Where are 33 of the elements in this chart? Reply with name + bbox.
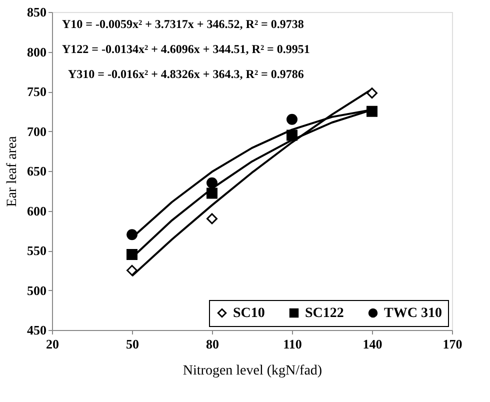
- annotation: Y310 = -0.016x² + 4.8326x + 364.3, R² = 0.9786: [68, 67, 304, 81]
- x-axis-title: Nitrogen level (kgN/fad): [182, 364, 322, 378]
- point: [206, 188, 218, 199]
- point: [286, 114, 298, 125]
- x-tick-label: 50: [126, 336, 139, 352]
- y-tick-label: 550: [27, 243, 46, 258]
- point: [126, 248, 138, 260]
- point: [126, 229, 138, 240]
- y-tick-label: 500: [27, 282, 46, 298]
- y-tick-label: 700: [27, 124, 46, 139]
- y-tick-label: 800: [27, 44, 46, 60]
- legend-label: TWC 310: [384, 306, 442, 321]
- point: [126, 264, 138, 276]
- x-tick-label: 20: [46, 336, 59, 352]
- y-tick-label: 850: [27, 4, 46, 20]
- y-tick-label: 600: [27, 203, 46, 218]
- y-tick-label: 750: [27, 84, 46, 99]
- y-tick-label: 450: [27, 322, 46, 338]
- point: [206, 213, 218, 224]
- x-tick-label: 140: [362, 336, 382, 352]
- x-tick-label: 170: [442, 336, 462, 352]
- legend-label: SC10: [233, 306, 265, 321]
- x-tick-label: 110: [283, 336, 302, 352]
- point: [286, 130, 298, 141]
- legend-label: SC122: [305, 306, 344, 321]
- point: [366, 106, 378, 117]
- annotation: Y122 = -0.0134x² + 4.6096x + 344.51, R² = 0.9951: [62, 42, 310, 56]
- y-axis-title: Ear leaf area: [5, 135, 20, 207]
- point: [206, 177, 218, 188]
- annotation: Y10 = -0.0059x² + 3.7317x + 346.52, R² = 0.9738: [62, 17, 304, 31]
- point: [366, 88, 378, 99]
- x-tick-label: 80: [206, 336, 219, 352]
- y-tick-label: 650: [27, 164, 46, 178]
